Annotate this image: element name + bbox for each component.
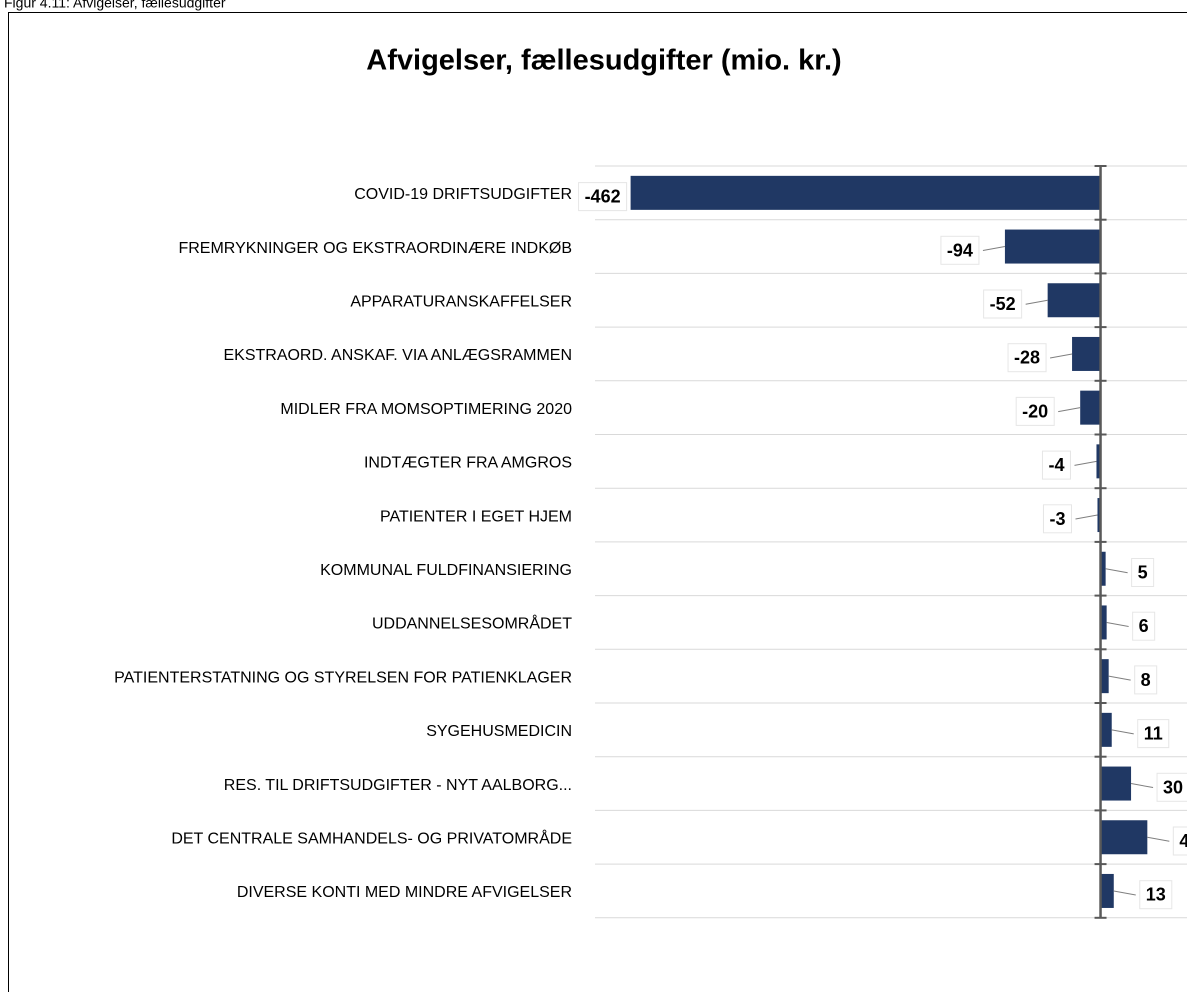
y-tick-label: RES. TIL DRIFTSUDGIFTER - NYT AALBORG... xyxy=(224,777,572,794)
frame xyxy=(8,12,1187,992)
data-label: 30 xyxy=(1163,777,1183,797)
leader-line xyxy=(982,246,1006,252)
y-tick-label: INDTÆGTER FRA AMGROS xyxy=(364,455,572,472)
bar xyxy=(1100,659,1109,694)
y-tick-label: PATIENTER I EGET HJEM xyxy=(380,508,572,525)
y-tick-label: SYGEHUSMEDICIN xyxy=(426,723,572,740)
data-label: -462 xyxy=(585,187,621,207)
data-label-box xyxy=(1041,450,1071,480)
bar xyxy=(1100,551,1106,586)
leader-line xyxy=(1111,729,1134,735)
data-label-box xyxy=(1134,665,1158,695)
bar xyxy=(1097,498,1101,533)
data-label-box xyxy=(1137,719,1170,749)
data-label-box xyxy=(1172,826,1187,856)
bar xyxy=(630,175,1101,210)
bar xyxy=(1072,336,1101,371)
y-tick-label: DIVERSE KONTI MED MINDRE AFVIGELSER xyxy=(237,884,572,901)
y-tick-label: MIDLER FRA MOMSOPTIMERING 2020 xyxy=(280,401,572,418)
data-label: 5 xyxy=(1138,563,1148,583)
data-label-box xyxy=(940,235,980,265)
data-label: -3 xyxy=(1049,509,1065,529)
bar xyxy=(1047,283,1101,318)
leader-line xyxy=(1130,783,1154,789)
chart-title: Afvigelser, fællesudgifter (mio. kr.) xyxy=(366,45,841,77)
leader-line xyxy=(1025,299,1048,305)
data-label: 11 xyxy=(1144,724,1163,744)
leader-line xyxy=(1106,621,1129,627)
y-tick-label: DET CENTRALE SAMHANDELS- OG PRIVATOMRÅDE xyxy=(171,828,572,847)
y-tick-label: KOMMUNAL FULDFINANSIERING xyxy=(320,562,572,579)
y-tick-label: APPARATURANSKAFFELSER xyxy=(350,293,572,310)
y-tick-label: PATIENTERSTATNING OG STYRELSEN FOR PATIE… xyxy=(114,669,572,686)
leader-line xyxy=(1074,460,1097,466)
data-label-box xyxy=(1007,343,1047,373)
data-label-box xyxy=(1042,504,1072,534)
bar xyxy=(1100,605,1107,640)
leader-line xyxy=(1049,353,1073,359)
bar xyxy=(1100,873,1114,908)
bar xyxy=(1100,766,1132,801)
bar xyxy=(1100,712,1112,747)
bar xyxy=(1096,444,1101,479)
data-label: 13 xyxy=(1146,885,1166,905)
y-tick-label: UDDANNELSESOMRÅDET xyxy=(372,614,572,633)
leader-line xyxy=(1105,568,1128,574)
data-label: -52 xyxy=(990,294,1016,314)
data-label: -4 xyxy=(1048,455,1064,475)
data-label-box xyxy=(1139,880,1173,910)
data-label: 6 xyxy=(1139,616,1149,636)
y-tick-label: EKSTRAORD. ANSKAF. VIA ANLÆGSRAMMEN xyxy=(223,347,572,364)
caption: Figur 4.11: Afvigelser, fællesudgifter xyxy=(4,0,226,11)
data-label: -20 xyxy=(1022,401,1048,421)
bar xyxy=(1004,229,1101,264)
data-label-box xyxy=(1131,558,1155,587)
bar xyxy=(1080,390,1101,425)
data-label: 46 xyxy=(1179,831,1187,851)
data-label: 8 xyxy=(1141,670,1151,690)
y-tick-label: FREMRYKNINGER OG EKSTRAORDINÆRE INDKØB xyxy=(178,240,572,257)
data-label-box xyxy=(1156,772,1187,802)
bar xyxy=(1100,820,1148,855)
leader-line xyxy=(1108,675,1131,681)
y-tick-label: COVID-19 DRIFTSUDGIFTER xyxy=(354,186,572,203)
data-label-box xyxy=(1132,611,1156,641)
leader-line xyxy=(1058,407,1081,413)
leader-line xyxy=(1075,514,1098,520)
leader-line xyxy=(1113,890,1136,896)
data-label: -94 xyxy=(947,240,973,260)
data-label-box xyxy=(578,182,628,212)
data-label-box xyxy=(983,289,1023,319)
data-label: -28 xyxy=(1014,348,1040,368)
data-label-box xyxy=(1015,396,1055,426)
leader-line xyxy=(1147,836,1170,842)
